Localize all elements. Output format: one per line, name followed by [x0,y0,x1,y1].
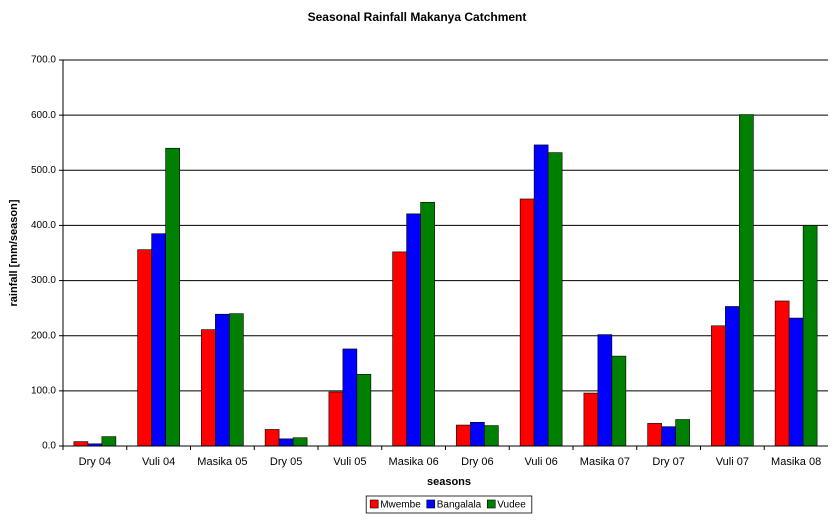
bar [583,392,599,447]
bar [675,419,690,447]
bar [137,249,152,447]
legend-label: Mwembe [380,500,421,511]
bar [597,334,613,447]
bar [725,306,740,447]
bar [802,225,818,447]
bar [647,423,662,447]
bar [151,233,166,447]
x-tick-label: Masika 08 [771,456,821,468]
y-tick-label: 0.0 [42,441,56,452]
x-tick-label: Dry 04 [79,456,111,468]
y-tick-label: 400.0 [31,220,56,231]
bar [165,147,180,447]
bar [739,114,754,447]
bar [519,198,535,447]
bar [101,436,117,447]
bar [342,348,358,447]
y-tick-label: 300.0 [31,275,56,286]
bar [392,251,407,447]
bar [356,374,372,447]
x-tick-label: Dry 05 [270,456,302,468]
bar [73,441,89,447]
y-tick-label: 100.0 [31,385,56,396]
bar [456,424,471,447]
y-tick-label: 500.0 [31,165,56,176]
y-tick-label: 600.0 [31,110,56,121]
legend-swatch [369,499,379,509]
bar [774,300,790,447]
y-axis-title: rainfall [mm/season] [8,199,20,306]
bar [547,152,563,447]
x-tick-label: Vuli 06 [525,456,558,468]
chart-title: Seasonal Rainfall Makanya Catchment [308,10,527,24]
bar [278,438,294,447]
x-axis-title: seasons [427,476,471,488]
bar [406,213,421,447]
x-tick-label: Vuli 07 [716,456,749,468]
bar [611,355,627,447]
x-tick-label: Vuli 05 [333,456,366,468]
bar [201,329,216,447]
bar [328,391,344,447]
x-tick-label: Masika 07 [580,456,630,468]
bar [470,421,485,447]
bar [788,317,804,447]
legend-swatch [486,499,496,509]
bar [215,313,230,447]
x-tick-label: Dry 06 [461,456,493,468]
x-tick-label: Dry 07 [652,456,684,468]
bar [264,429,280,447]
x-tick-label: Masika 05 [197,456,247,468]
bar [292,437,308,447]
x-tick-label: Masika 06 [389,456,439,468]
bar [661,426,676,447]
bar [533,144,549,447]
bar [229,313,244,447]
legend-label: Bangalala [437,500,482,511]
y-tick-label: 200.0 [31,330,56,341]
y-tick-label: 700.0 [31,55,56,66]
legend-label: Vudee [497,500,526,511]
legend-swatch [426,499,436,509]
bar [711,325,726,447]
bar [484,425,499,447]
bar [420,201,435,447]
x-tick-label: Vuli 04 [142,456,175,468]
